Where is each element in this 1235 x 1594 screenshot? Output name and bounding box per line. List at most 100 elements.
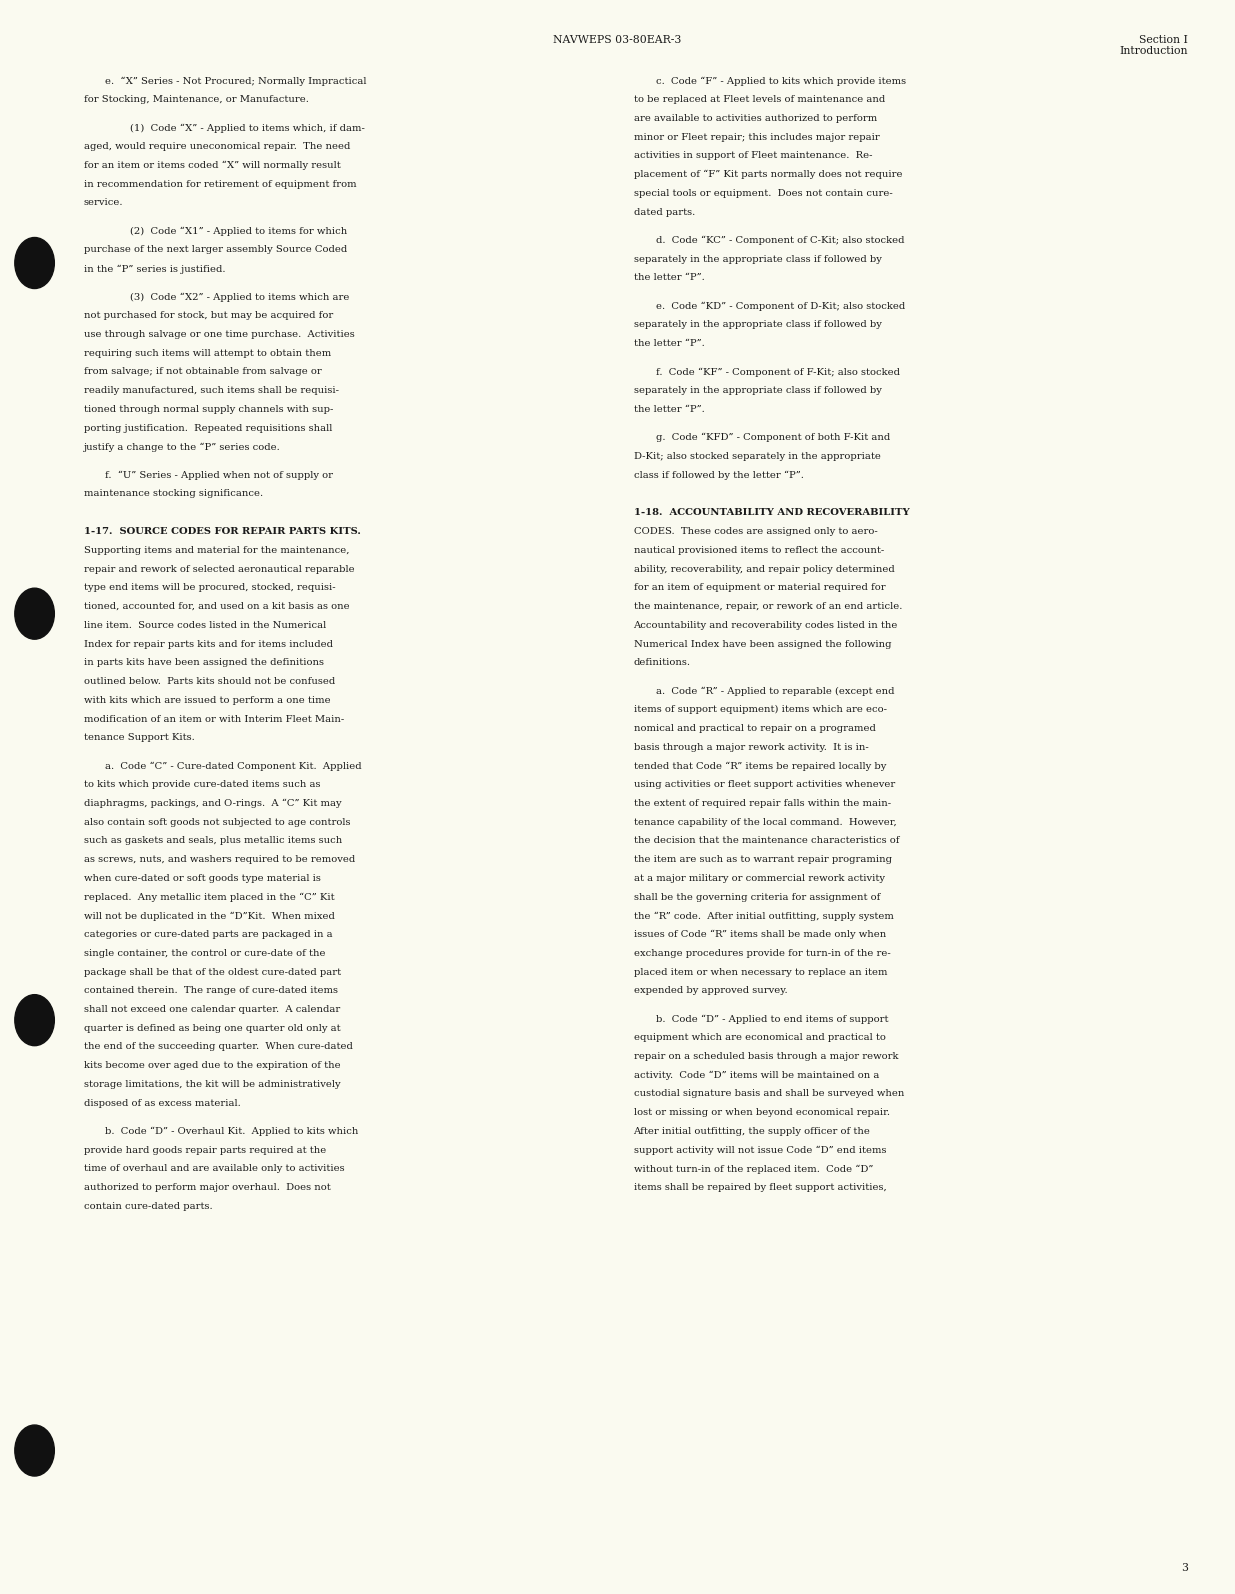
Text: tenance Support Kits.: tenance Support Kits. (84, 733, 195, 743)
Text: purchase of the next larger assembly Source Coded: purchase of the next larger assembly Sou… (84, 245, 347, 255)
Text: quarter is defined as being one quarter old only at: quarter is defined as being one quarter … (84, 1023, 341, 1033)
Text: f.  Code “KF” - Component of F-Kit; also stocked: f. Code “KF” - Component of F-Kit; also … (656, 368, 900, 376)
Text: placement of “F” Kit parts normally does not require: placement of “F” Kit parts normally does… (634, 171, 902, 180)
Text: b.  Code “D” - Overhaul Kit.  Applied to kits which: b. Code “D” - Overhaul Kit. Applied to k… (105, 1127, 358, 1137)
Text: package shall be that of the oldest cure-dated part: package shall be that of the oldest cure… (84, 968, 341, 977)
Text: Section I: Section I (1139, 35, 1188, 45)
Text: as screws, nuts, and washers required to be removed: as screws, nuts, and washers required to… (84, 856, 356, 864)
Text: D-Kit; also stocked separately in the appropriate: D-Kit; also stocked separately in the ap… (634, 453, 881, 461)
Text: d.  Code “KC” - Component of C-Kit; also stocked: d. Code “KC” - Component of C-Kit; also … (656, 236, 904, 245)
Circle shape (15, 1425, 54, 1476)
Text: CODES.  These codes are assigned only to aero-: CODES. These codes are assigned only to … (634, 528, 877, 536)
Text: outlined below.  Parts kits should not be confused: outlined below. Parts kits should not be… (84, 677, 335, 685)
Text: not purchased for stock, but may be acquired for: not purchased for stock, but may be acqu… (84, 311, 333, 320)
Text: service.: service. (84, 199, 124, 207)
Text: activity.  Code “D” items will be maintained on a: activity. Code “D” items will be maintai… (634, 1071, 879, 1081)
Text: a.  Code “R” - Applied to reparable (except end: a. Code “R” - Applied to reparable (exce… (656, 687, 894, 697)
Text: authorized to perform major overhaul.  Does not: authorized to perform major overhaul. Do… (84, 1183, 331, 1192)
Text: g.  Code “KFD” - Component of both F-Kit and: g. Code “KFD” - Component of both F-Kit … (656, 434, 890, 443)
Text: the letter “P”.: the letter “P”. (634, 405, 704, 414)
Text: items shall be repaired by fleet support activities,: items shall be repaired by fleet support… (634, 1183, 887, 1192)
Text: nautical provisioned items to reflect the account-: nautical provisioned items to reflect th… (634, 547, 884, 555)
Text: activities in support of Fleet maintenance.  Re-: activities in support of Fleet maintenan… (634, 151, 872, 161)
Text: dated parts.: dated parts. (634, 207, 695, 217)
Text: for an item of equipment or material required for: for an item of equipment or material req… (634, 583, 885, 593)
Text: nomical and practical to repair on a programed: nomical and practical to repair on a pro… (634, 724, 876, 733)
Text: in parts kits have been assigned the definitions: in parts kits have been assigned the def… (84, 658, 324, 668)
Text: separately in the appropriate class if followed by: separately in the appropriate class if f… (634, 386, 882, 395)
Text: a.  Code “C” - Cure-dated Component Kit.  Applied: a. Code “C” - Cure-dated Component Kit. … (105, 762, 362, 771)
Text: justify a change to the “P” series code.: justify a change to the “P” series code. (84, 443, 280, 451)
Text: e.  Code “KD” - Component of D-Kit; also stocked: e. Code “KD” - Component of D-Kit; also … (656, 301, 905, 311)
Text: type end items will be procured, stocked, requisi-: type end items will be procured, stocked… (84, 583, 336, 593)
Text: class if followed by the letter “P”.: class if followed by the letter “P”. (634, 470, 804, 480)
Text: the decision that the maintenance characteristics of: the decision that the maintenance charac… (634, 837, 899, 845)
Text: f.  “U” Series - Applied when not of supply or: f. “U” Series - Applied when not of supp… (105, 470, 332, 480)
Text: custodial signature basis and shall be surveyed when: custodial signature basis and shall be s… (634, 1090, 904, 1098)
Text: minor or Fleet repair; this includes major repair: minor or Fleet repair; this includes maj… (634, 132, 879, 142)
Text: the end of the succeeding quarter.  When cure-dated: the end of the succeeding quarter. When … (84, 1042, 353, 1052)
Text: diaphragms, packings, and O-rings.  A “C” Kit may: diaphragms, packings, and O-rings. A “C”… (84, 799, 342, 808)
Circle shape (15, 588, 54, 639)
Text: with kits which are issued to perform a one time: with kits which are issued to perform a … (84, 697, 331, 705)
Circle shape (15, 995, 54, 1046)
Text: placed item or when necessary to replace an item: placed item or when necessary to replace… (634, 968, 887, 977)
Text: kits become over aged due to the expiration of the: kits become over aged due to the expirat… (84, 1062, 341, 1070)
Text: tenance capability of the local command.  However,: tenance capability of the local command.… (634, 818, 897, 827)
Text: tioned, accounted for, and used on a kit basis as one: tioned, accounted for, and used on a kit… (84, 603, 350, 611)
Text: at a major military or commercial rework activity: at a major military or commercial rework… (634, 874, 884, 883)
Text: items of support equipment) items which are eco-: items of support equipment) items which … (634, 706, 887, 714)
Text: single container, the control or cure-date of the: single container, the control or cure-da… (84, 948, 326, 958)
Text: Introduction: Introduction (1120, 46, 1188, 56)
Text: (3)  Code “X2” - Applied to items which are: (3) Code “X2” - Applied to items which a… (130, 293, 350, 301)
Text: time of overhaul and are available only to activities: time of overhaul and are available only … (84, 1165, 345, 1173)
Text: shall be the governing criteria for assignment of: shall be the governing criteria for assi… (634, 893, 879, 902)
Text: from salvage; if not obtainable from salvage or: from salvage; if not obtainable from sal… (84, 368, 322, 376)
Text: repair on a scheduled basis through a major rework: repair on a scheduled basis through a ma… (634, 1052, 898, 1062)
Text: the maintenance, repair, or rework of an end article.: the maintenance, repair, or rework of an… (634, 603, 902, 611)
Text: expended by approved survey.: expended by approved survey. (634, 987, 787, 995)
Text: when cure-dated or soft goods type material is: when cure-dated or soft goods type mater… (84, 874, 321, 883)
Text: lost or missing or when beyond economical repair.: lost or missing or when beyond economica… (634, 1108, 889, 1117)
Text: 3: 3 (1181, 1564, 1188, 1573)
Text: equipment which are economical and practical to: equipment which are economical and pract… (634, 1033, 885, 1042)
Text: Accountability and recoverability codes listed in the: Accountability and recoverability codes … (634, 622, 898, 630)
Text: After initial outfitting, the supply officer of the: After initial outfitting, the supply off… (634, 1127, 871, 1137)
Text: Numerical Index have been assigned the following: Numerical Index have been assigned the f… (634, 639, 892, 649)
Text: maintenance stocking significance.: maintenance stocking significance. (84, 489, 263, 499)
Text: tioned through normal supply channels with sup-: tioned through normal supply channels wi… (84, 405, 333, 414)
Text: without turn-in of the replaced item.  Code “D”: without turn-in of the replaced item. Co… (634, 1165, 873, 1173)
Text: line item.  Source codes listed in the Numerical: line item. Source codes listed in the Nu… (84, 622, 326, 630)
Text: contain cure-dated parts.: contain cure-dated parts. (84, 1202, 212, 1211)
Text: in the “P” series is justified.: in the “P” series is justified. (84, 265, 226, 274)
Text: 1-18.  ACCOUNTABILITY AND RECOVERABILITY: 1-18. ACCOUNTABILITY AND RECOVERABILITY (634, 508, 909, 518)
Text: e.  “X” Series - Not Procured; Normally Impractical: e. “X” Series - Not Procured; Normally I… (105, 77, 367, 86)
Text: porting justification.  Repeated requisitions shall: porting justification. Repeated requisit… (84, 424, 332, 432)
Text: also contain soft goods not subjected to age controls: also contain soft goods not subjected to… (84, 818, 351, 827)
Text: the “R” code.  After initial outfitting, supply system: the “R” code. After initial outfitting, … (634, 912, 893, 921)
Text: modification of an item or with Interim Fleet Main-: modification of an item or with Interim … (84, 714, 345, 724)
Text: tended that Code “R” items be repaired locally by: tended that Code “R” items be repaired l… (634, 762, 885, 771)
Text: repair and rework of selected aeronautical reparable: repair and rework of selected aeronautic… (84, 564, 354, 574)
Text: replaced.  Any metallic item placed in the “C” Kit: replaced. Any metallic item placed in th… (84, 893, 335, 902)
Text: 1-17.  SOURCE CODES FOR REPAIR PARTS KITS.: 1-17. SOURCE CODES FOR REPAIR PARTS KITS… (84, 528, 361, 536)
Text: (2)  Code “X1” - Applied to items for which: (2) Code “X1” - Applied to items for whi… (130, 226, 347, 236)
Text: support activity will not issue Code “D” end items: support activity will not issue Code “D”… (634, 1146, 885, 1156)
Text: (1)  Code “X” - Applied to items which, if dam-: (1) Code “X” - Applied to items which, i… (130, 124, 364, 132)
Text: using activities or fleet support activities whenever: using activities or fleet support activi… (634, 781, 895, 789)
Text: to be replaced at Fleet levels of maintenance and: to be replaced at Fleet levels of mainte… (634, 96, 884, 104)
Text: requiring such items will attempt to obtain them: requiring such items will attempt to obt… (84, 349, 331, 357)
Text: issues of Code “R” items shall be made only when: issues of Code “R” items shall be made o… (634, 931, 885, 939)
Text: the letter “P”.: the letter “P”. (634, 274, 704, 282)
Text: contained therein.  The range of cure-dated items: contained therein. The range of cure-dat… (84, 987, 338, 995)
Text: categories or cure-dated parts are packaged in a: categories or cure-dated parts are packa… (84, 931, 332, 939)
Text: to kits which provide cure-dated items such as: to kits which provide cure-dated items s… (84, 781, 320, 789)
Text: c.  Code “F” - Applied to kits which provide items: c. Code “F” - Applied to kits which prov… (656, 77, 906, 86)
Text: for Stocking, Maintenance, or Manufacture.: for Stocking, Maintenance, or Manufactur… (84, 96, 309, 104)
Text: such as gaskets and seals, plus metallic items such: such as gaskets and seals, plus metallic… (84, 837, 342, 845)
Text: basis through a major rework activity.  It is in-: basis through a major rework activity. I… (634, 743, 868, 752)
Text: are available to activities authorized to perform: are available to activities authorized t… (634, 115, 877, 123)
Text: in recommendation for retirement of equipment from: in recommendation for retirement of equi… (84, 180, 357, 188)
Text: shall not exceed one calendar quarter.  A calendar: shall not exceed one calendar quarter. A… (84, 1006, 340, 1014)
Text: Supporting items and material for the maintenance,: Supporting items and material for the ma… (84, 547, 350, 555)
